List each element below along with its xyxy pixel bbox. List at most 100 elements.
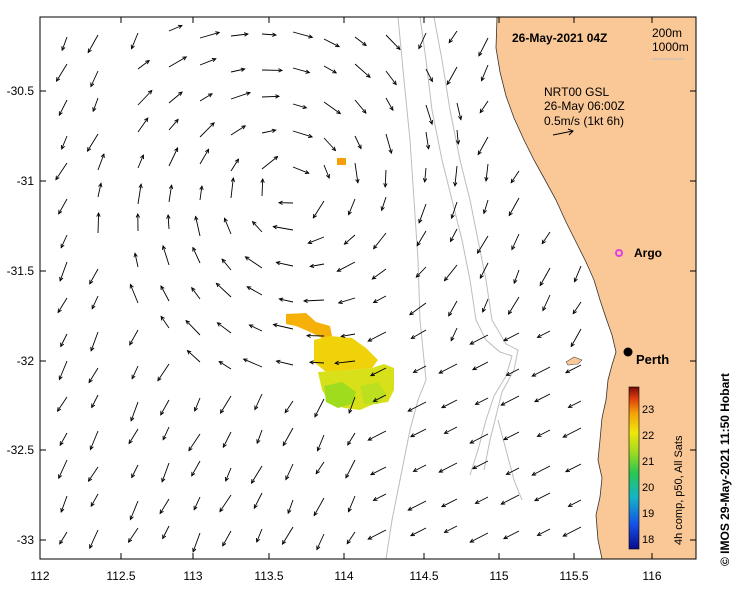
current-arrow-shaft (129, 500, 139, 520)
current-arrow-head (96, 211, 101, 217)
current-arrow-shaft (385, 97, 394, 111)
current-arrow-shaft (91, 394, 99, 408)
current-arrow-shaft (424, 167, 427, 182)
current-arrow-shaft (438, 363, 458, 374)
current-arrow-shaft (572, 301, 582, 314)
current-arrow-shaft (562, 526, 582, 537)
colorbar-caption: 4h comp, p50, All Sats (673, 435, 685, 545)
current-arrow-shaft (161, 462, 170, 482)
current-arrow-head (573, 277, 578, 283)
current-arrow-head (91, 403, 96, 409)
current-arrow-shaft (373, 232, 387, 249)
current-arrow-head (191, 471, 196, 477)
current-arrow-shaft (60, 495, 68, 513)
current-arrow-shaft (348, 495, 356, 512)
current-arrow-shaft (472, 361, 489, 371)
current-arrow-shaft (477, 235, 489, 254)
current-arrow-head (347, 507, 352, 513)
current-arrow-head (253, 504, 258, 510)
current-arrow-shaft (313, 497, 325, 516)
current-arrow-head (372, 244, 378, 250)
sst-colorbar (628, 386, 640, 550)
current-arrow-head (346, 539, 351, 545)
current-arrow-head (193, 406, 198, 412)
x-tick-label: 116 (642, 569, 661, 583)
current-arrow-shaft (370, 367, 387, 377)
current-arrow-head (367, 436, 373, 441)
x-tick-label: 114 (334, 569, 353, 583)
colorbar-tick: 22 (642, 430, 654, 442)
current-arrow-head (511, 245, 516, 251)
current-arrow-head (409, 532, 415, 537)
current-arrow-shaft (59, 432, 68, 446)
current-arrow-shaft (446, 66, 458, 85)
current-arrow-shaft (503, 332, 520, 342)
current-arrow-shaft (137, 154, 144, 169)
current-arrow-shaft (137, 184, 142, 205)
current-arrow-shaft (500, 395, 520, 406)
current-arrow-shaft (531, 366, 551, 377)
current-arrow-shaft (160, 285, 170, 302)
current-arrow-head (133, 252, 138, 258)
current-arrow-shaft (413, 464, 427, 472)
current-arrow-head (316, 545, 321, 551)
current-arrow-head (100, 153, 105, 159)
current-arrow-head (127, 538, 133, 543)
y-axis-labels: -30.5 -31 -31.5 -32 -32.5 -33 (7, 84, 35, 547)
current-arrow-head (408, 310, 414, 316)
current-arrow-shaft (354, 162, 359, 183)
current-arrow-head (507, 310, 513, 315)
current-arrow-shaft (230, 125, 246, 136)
credit-text: © IMOS 29-May-2021 11:50 Hobart (718, 373, 732, 566)
current-arrow-shaft (385, 133, 392, 154)
current-arrow-shaft (410, 428, 427, 438)
current-arrow-head (160, 315, 165, 321)
current-arrow-shaft (59, 531, 68, 545)
current-arrow-head (222, 443, 227, 449)
current-arrow-head (343, 240, 349, 245)
current-arrow-head (304, 170, 310, 175)
current-arrow-shaft (199, 93, 213, 102)
current-arrow-shaft (282, 526, 294, 545)
current-arrow-shaft (59, 261, 68, 281)
current-arrow-shaft (317, 434, 325, 451)
current-arrow-head (418, 44, 423, 50)
current-arrow-head (59, 539, 64, 545)
current-arrow-head (61, 46, 66, 52)
current-arrow-head (564, 468, 570, 473)
current-arrow-head (287, 509, 292, 515)
current-arrow-head (131, 374, 136, 380)
current-arrow-head (230, 177, 236, 183)
x-tick-label: 113.5 (254, 569, 283, 583)
current-arrow-head (336, 109, 342, 115)
current-arrow-shaft (315, 461, 325, 474)
colorbar-labels: 23 22 21 20 19 18 (642, 404, 654, 546)
current-arrow-shaft (367, 331, 387, 342)
current-arrow-shaft (230, 178, 234, 199)
current-arrow-shaft (425, 131, 430, 149)
current-arrow-head (325, 173, 330, 179)
current-arrow-head (282, 441, 287, 447)
current-arrow-head (277, 200, 283, 205)
current-arrow-head (572, 309, 577, 315)
current-arrow-head (221, 258, 226, 264)
current-arrow-head (302, 298, 308, 304)
current-arrow-shaft (199, 122, 215, 138)
current-arrow-head (210, 122, 215, 127)
current-arrow-shaft (57, 297, 68, 313)
current-arrow-shaft (187, 350, 201, 363)
depth-contours (385, 17, 523, 559)
x-tick-label: 114.5 (409, 569, 438, 583)
current-arrow-shaft (168, 185, 173, 203)
current-arrow-shaft (222, 431, 232, 448)
current-arrow-shaft (217, 322, 232, 334)
current-arrow-shaft (483, 199, 489, 214)
current-arrow-head (307, 239, 313, 244)
current-arrow-shaft (230, 33, 248, 37)
current-arrow-head (315, 469, 320, 475)
current-legend-arrow (552, 128, 574, 136)
current-arrow-shaft (454, 165, 458, 186)
current-arrow-shaft (503, 530, 520, 540)
current-arrow-head (246, 286, 252, 291)
current-arrow-head (59, 276, 64, 282)
